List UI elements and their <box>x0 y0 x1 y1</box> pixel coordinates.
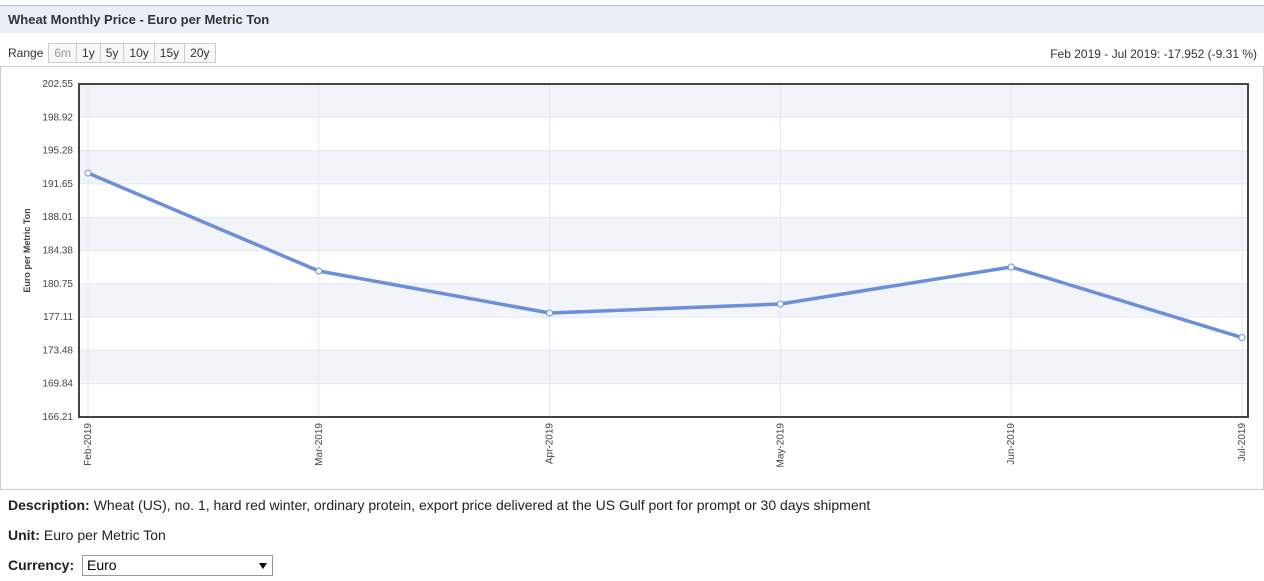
range-label: Range <box>8 46 44 60</box>
range-button[interactable]: 1y <box>76 43 101 63</box>
dropdown-arrow <box>259 563 267 569</box>
y-tick-label: 166.21 <box>42 412 73 423</box>
currency-selected: Euro <box>87 557 117 573</box>
point <box>1238 334 1246 342</box>
change-summary: Feb 2019 - Jul 2019: -17.952 (-9.31 %) <box>1050 47 1257 61</box>
y-tick-label: 195.28 <box>42 146 73 157</box>
currency-label: Currency: <box>8 557 75 573</box>
description-label: Description: <box>8 497 90 513</box>
point <box>1007 263 1015 271</box>
currency: Currency: <box>8 557 78 573</box>
y-tick-label: 169.84 <box>42 379 73 390</box>
x-tick-label: Feb-2019 <box>83 423 94 466</box>
x-tick-label: Jun-2019 <box>1006 423 1017 465</box>
grid-band <box>79 283 1248 318</box>
y-tick-label: 191.65 <box>42 179 73 190</box>
range-button[interactable]: 15y <box>153 43 186 63</box>
y-axis-label: Euro per Metric Ton <box>22 208 32 292</box>
grid-band <box>79 84 1248 118</box>
y-tick-label: 177.11 <box>43 312 73 323</box>
y-tick-label: 202.55 <box>42 79 73 90</box>
unit-label: Unit: <box>8 527 40 543</box>
range-button[interactable]: 10y <box>123 43 155 63</box>
unit: Unit: Euro per Metric Ton <box>8 527 166 543</box>
range-button[interactable]: 6m <box>48 43 78 63</box>
point <box>84 169 92 177</box>
y-tick-label: 188.01 <box>42 212 73 223</box>
header-title: Wheat Monthly Price - Euro per Metric To… <box>8 12 270 27</box>
plot-border <box>78 83 1249 418</box>
range-button[interactable]: 20y <box>184 43 216 63</box>
header: Wheat Monthly Price - Euro per Metric To… <box>0 5 1264 33</box>
chart-box: 166.21 169.84 173.48 177.11 180.75 184.38 188.… <box>0 66 1264 490</box>
description-text: Wheat (US), no. 1, hard red winter, ordi… <box>93 497 871 513</box>
range-button[interactable]: 5y <box>99 43 125 63</box>
y-tick-label: 180.75 <box>42 279 73 290</box>
grid-band <box>79 217 1248 251</box>
x-tick-label: May-2019 <box>775 423 786 468</box>
line <box>87 171 1243 340</box>
unit-text: Euro per Metric Ton <box>43 527 166 543</box>
x-tick-label: Mar-2019 <box>314 423 325 466</box>
grid-band <box>79 150 1248 184</box>
currency-select[interactable]: Euro <box>82 555 273 576</box>
y-tick-label: 184.38 <box>42 246 73 257</box>
chart: 166.21 169.84 173.48 177.11 180.75 184.38 188.… <box>22 79 1249 468</box>
point <box>315 267 323 275</box>
description: Description: Wheat (US), no. 1, hard red … <box>8 497 870 513</box>
x-tick-label: Apr-2019 <box>545 423 556 465</box>
point <box>546 309 554 317</box>
y-tick-label: 173.48 <box>42 345 73 356</box>
range-bar: Range 6m 1y 5y 10y 15y 20y <box>8 43 216 63</box>
point <box>776 300 784 308</box>
grid-band <box>79 350 1248 384</box>
x-tick-label: Jul-2019 <box>1237 423 1248 462</box>
y-tick-label: 198.92 <box>42 112 73 123</box>
